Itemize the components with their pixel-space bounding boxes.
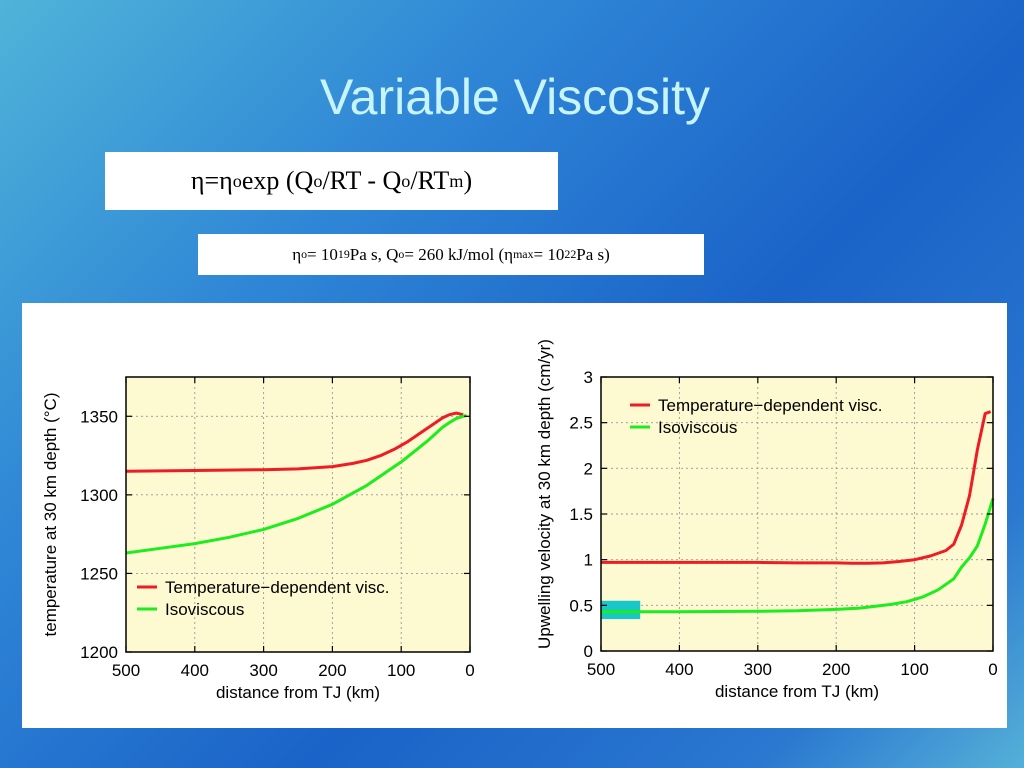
eq-sub-o-2: o [313,170,323,191]
chart2-x-tick-label: 300 [744,660,772,679]
chart1-x-axis-label: distance from TJ (km) [216,683,380,702]
chart2-x-tick-label: 400 [665,660,693,679]
eq-exp: exp (Q [241,166,314,195]
chart2-series-isoviscous-line [601,498,995,614]
charts-svg: 500 400 300 200 100 01200125013001350distance… [41,339,998,702]
eq-sub-m: m [449,170,464,191]
chart2-highlight-rect [601,600,641,620]
param-sub-o: o [301,247,308,261]
eq-sub-o: o [232,170,242,191]
chart1-x-tick-label: 100 [387,661,415,680]
eq-equals: = [204,166,220,195]
chart2-y-tick-label: 1.5 [569,505,593,524]
chart1-y-axis-label: temperature at 30 km depth (°C) [41,393,60,637]
chart2-y-tick-label: 3 [584,368,593,387]
chart1-plot-area [126,377,470,652]
chart1-y-tick-label: 1200 [80,643,118,662]
chart2-y-tick-label: 0.5 [569,596,593,615]
eq-sub-o-3: o [401,170,411,191]
chart1-frame [125,376,471,653]
chart1-y-tick-label: 1250 [80,564,118,583]
param-pas1: Pa s, Q [349,244,399,264]
eq-rt: /RT [410,166,450,195]
chart2-x-tick-label: 100 [900,660,928,679]
chart2-x-tick-label: 0 [988,660,997,679]
chart2-legend-label: Isoviscous [658,418,737,437]
slide-title: Variable Viscosity [320,69,710,125]
chart1-legend-label: Isoviscous [165,600,244,619]
param-sub-o-2: o [398,247,405,261]
chart1-series-isoviscous-line [125,414,467,555]
param-sup-19: 19 [337,247,350,261]
chart1-y-tick-label: 1350 [80,407,118,426]
chart1-y-tick-label: 1300 [80,486,118,505]
chart1-x-tick-label: 300 [249,661,277,680]
chart2-legend-label: Temperature−dependent visc. [658,396,882,415]
param-sub-max: max [513,247,534,261]
chart1-legend-label: Temperature−dependent visc. [165,578,389,597]
chart2-series-temperature-dependent-line [601,410,992,565]
param-eta: η [292,244,302,264]
chart2-x-tick-label: 200 [822,660,850,679]
chart1-x-tick-label: 0 [465,661,474,680]
chart2-y-tick-label: 2 [584,459,593,478]
eq-mid: /RT - Q [322,166,402,195]
param-eq2: = 10 [533,244,565,264]
charts-panel: 500 400 300 200 100 0 1200 1250 1300 1350 distance… [22,303,1007,728]
chart1-x-tick-label: 500 [112,661,140,680]
eq-eta-o: η [219,166,233,195]
chart1-x-tick-label: 400 [181,661,209,680]
eq-close: ) [463,166,473,195]
chart2-y-tick-label: 0 [584,642,593,661]
chart2-y-tick-label: 2.5 [569,414,593,433]
param-pas2: Pa s) [576,244,610,264]
chart1-series-temperature-dependent-line [125,411,464,473]
param-eq1: = 10 [307,244,338,264]
eq-eta: η [190,166,205,195]
chart1-x-tick-label: 200 [318,661,346,680]
chart2-x-axis-label: distance from TJ (km) [715,682,879,701]
chart2-y-axis-label: Upwelling velocity at 30 km depth (cm/yr… [535,339,554,649]
param-sup-22: 22 [564,247,577,261]
chart2-x-tick-label: 500 [587,660,615,679]
chart2-y-tick-label: 1 [584,551,593,570]
param-q: = 260 kJ/mol (η [404,244,514,264]
